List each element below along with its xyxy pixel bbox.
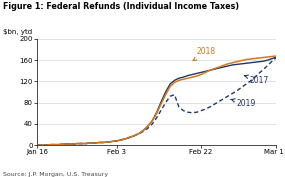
Text: 2018: 2018 — [193, 47, 216, 61]
Text: Figure 1: Federal Refunds (Individual Income Taxes): Figure 1: Federal Refunds (Individual In… — [3, 2, 239, 11]
Text: Source: J.P. Morgan, U.S. Treasury: Source: J.P. Morgan, U.S. Treasury — [3, 172, 108, 177]
Text: 2019: 2019 — [231, 99, 256, 108]
Text: $bn, ytd: $bn, ytd — [3, 29, 32, 35]
Text: 2017: 2017 — [244, 75, 269, 85]
